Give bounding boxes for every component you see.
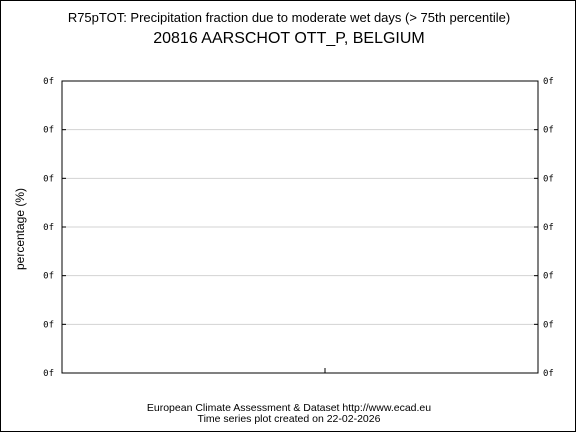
footer-source: European Climate Assessment & Dataset ht… xyxy=(147,402,431,414)
y-tick-label-left: 0f xyxy=(43,223,54,233)
footer-created: Time series plot created on 22-02-2026 xyxy=(198,413,381,425)
y-tick-label-right: 0f xyxy=(543,174,554,184)
y-tick-label-left: 0f xyxy=(43,77,54,87)
chart-title: R75pTOT: Precipitation fraction due to m… xyxy=(68,10,510,25)
grid-lines xyxy=(62,129,538,325)
y-tick-label-right: 0f xyxy=(543,223,554,233)
y-axis-ticks: 0f 0f 0f 0f 0f 0f 0f 0f 0f 0f 0f 0f 0f 0f xyxy=(43,77,554,379)
y-tick-label-right: 0f xyxy=(543,320,554,330)
y-tick-label-left: 0f xyxy=(43,126,54,136)
chart-subtitle: 20816 AARSCHOT OTT_P, BELGIUM xyxy=(153,30,425,47)
y-axis-label: percentage (%) xyxy=(13,188,27,270)
y-tick-label-left: 0f xyxy=(43,320,54,330)
y-tick-label-right: 0f xyxy=(543,369,554,379)
y-tick-label-right: 0f xyxy=(543,126,554,136)
y-tick-label-left: 0f xyxy=(43,369,54,379)
y-tick-label-right: 0f xyxy=(543,77,554,87)
y-tick-label-left: 0f xyxy=(43,272,54,282)
y-tick-label-right: 0f xyxy=(543,272,554,282)
y-tick-label-left: 0f xyxy=(43,174,54,184)
